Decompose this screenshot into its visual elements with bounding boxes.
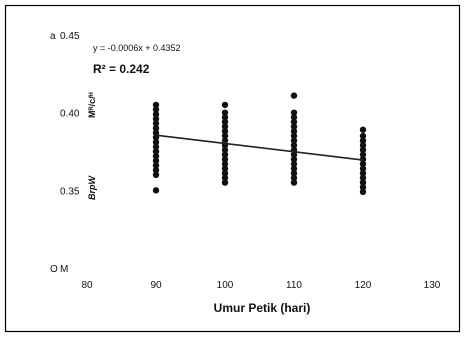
y-tick-label: 0.45 xyxy=(60,31,80,42)
x-tick-label: 80 xyxy=(81,280,93,291)
y-tick-label: 0.40 xyxy=(60,109,80,120)
data-point xyxy=(359,132,367,140)
data-point xyxy=(290,137,298,144)
data-point xyxy=(290,142,298,149)
data-point xyxy=(359,184,367,191)
data-point xyxy=(221,128,229,135)
y-axis-title-prefix: BrpW xyxy=(87,175,97,200)
data-point xyxy=(290,132,298,140)
data-point xyxy=(221,123,229,130)
data-point xyxy=(152,129,160,137)
data-point xyxy=(359,165,367,172)
data-point xyxy=(152,125,160,132)
data-point xyxy=(221,165,229,172)
y-tick-prefix: O xyxy=(50,264,58,275)
data-point xyxy=(359,142,367,149)
data-point xyxy=(290,128,298,135)
data-point xyxy=(359,160,367,168)
data-point xyxy=(290,174,298,182)
data-point xyxy=(221,132,229,140)
chart-frame xyxy=(4,4,461,333)
y-axis-title: Mᴿ/ᴄ/ᴴ xyxy=(87,92,97,118)
data-point xyxy=(290,123,298,130)
x-tick-label: 120 xyxy=(355,280,372,291)
data-point xyxy=(359,170,367,177)
data-point xyxy=(221,101,229,109)
data-point xyxy=(290,114,298,121)
data-point xyxy=(152,106,160,113)
data-point xyxy=(221,137,229,144)
trendline xyxy=(155,134,364,161)
data-point xyxy=(152,162,160,169)
data-point xyxy=(152,115,160,123)
data-point xyxy=(290,156,298,163)
trendline-equation: y = -0.0006x + 0.4352 xyxy=(93,43,181,53)
y-tick-label: M xyxy=(60,264,68,275)
data-point xyxy=(221,160,229,168)
data-point xyxy=(221,146,229,154)
data-point xyxy=(290,151,298,158)
data-point xyxy=(152,143,160,151)
data-point xyxy=(290,179,298,186)
data-point xyxy=(221,151,229,158)
data-point xyxy=(152,138,160,146)
data-point xyxy=(152,166,160,174)
x-tick-label: 130 xyxy=(424,280,441,291)
data-point xyxy=(152,148,160,155)
data-point xyxy=(359,174,367,182)
data-point xyxy=(221,109,229,116)
data-points xyxy=(152,92,367,196)
data-point xyxy=(221,170,229,177)
data-point xyxy=(152,152,160,160)
data-point xyxy=(290,109,298,116)
data-point xyxy=(152,171,160,178)
data-point xyxy=(152,187,160,194)
data-point xyxy=(290,170,298,177)
data-point xyxy=(221,174,229,182)
x-axis-title: Umur Petik (hari) xyxy=(214,301,311,315)
data-point xyxy=(221,118,229,126)
data-point xyxy=(152,101,160,109)
x-tick-label: 90 xyxy=(150,280,162,291)
data-point xyxy=(152,111,160,118)
data-point xyxy=(221,156,229,163)
y-tick-labels: a 0.45 0.40 0.35 O M xyxy=(50,31,80,275)
data-point xyxy=(290,118,298,126)
data-point xyxy=(359,188,367,196)
r-squared-label: R² = 0.242 xyxy=(93,62,150,76)
data-point xyxy=(290,165,298,172)
data-point xyxy=(290,160,298,168)
x-tick-label: 110 xyxy=(286,280,302,291)
data-point xyxy=(359,146,367,154)
x-tick-label: 100 xyxy=(217,280,234,291)
data-point xyxy=(359,126,367,133)
x-tick-labels: 80 90 100 110 120 130 xyxy=(81,280,440,291)
data-point xyxy=(221,114,229,121)
data-point xyxy=(152,157,160,165)
data-point xyxy=(290,92,298,99)
data-point xyxy=(359,179,367,186)
data-point xyxy=(359,151,367,158)
y-tick-label: 0.35 xyxy=(60,186,80,197)
y-tick-prefix: a xyxy=(50,31,56,42)
data-point xyxy=(152,120,160,127)
data-point xyxy=(221,179,229,186)
data-point xyxy=(359,137,367,144)
